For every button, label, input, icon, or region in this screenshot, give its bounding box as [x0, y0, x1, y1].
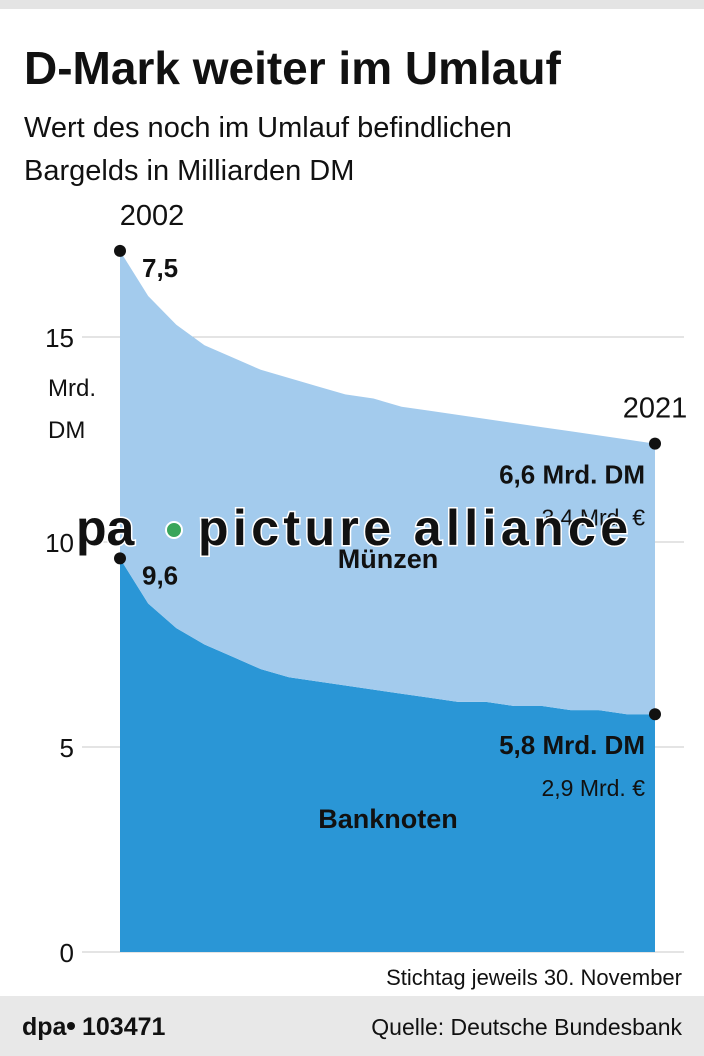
top-bar — [0, 0, 704, 9]
value-label: 9,6 — [142, 560, 178, 590]
note: Stichtag jeweils 30. November — [386, 965, 682, 990]
agency: dpa — [22, 1013, 68, 1041]
y-tick-label: 0 — [60, 938, 74, 968]
data-point — [649, 437, 661, 450]
y-axis-unit: Mrd. — [48, 375, 96, 402]
value-label: 5,8 Mrd. DM — [499, 730, 645, 760]
agency-dot — [67, 1022, 75, 1030]
value-label: 7,5 — [142, 253, 178, 283]
euro-label: 2,9 Mrd. € — [541, 775, 645, 801]
footer-band — [0, 996, 704, 1056]
x-tick-label: 2021 — [623, 393, 688, 425]
graphic-id: 103471 — [82, 1013, 166, 1041]
area — [120, 250, 655, 715]
area — [120, 558, 655, 952]
series-label: Banknoten — [318, 804, 458, 834]
watermark-text: picture alliance — [198, 500, 628, 556]
x-tick-label: 2002 — [120, 200, 185, 232]
data-point — [114, 244, 126, 257]
y-tick-label: 5 — [60, 733, 74, 763]
euro-label: 3,4 Mrd. € — [541, 505, 645, 531]
subtitle: Bargelds in Milliarden DM — [24, 155, 354, 187]
data-point — [649, 708, 661, 721]
y-axis-unit: DM — [48, 417, 85, 444]
source: Quelle: Deutsche Bundesbank — [371, 1014, 682, 1040]
watermark-text: pa — [76, 500, 136, 556]
value-label: 6,6 Mrd. DM — [499, 460, 645, 490]
series-label: Münzen — [338, 544, 439, 574]
watermark: pa picture alliance — [75, 499, 630, 558]
chart-title: D-Mark weiter im Umlauf — [24, 42, 561, 94]
subtitle: Wert des noch im Umlauf befindlichen — [24, 112, 512, 144]
y-tick-label: 10 — [45, 528, 74, 558]
data-point — [114, 552, 126, 565]
watermark-dot — [165, 521, 183, 539]
plot: 0 5 10 15 Mrd. DM 2002 2021 Banknoten Münzen 9,6 5,… — [45, 200, 687, 968]
y-tick-label: 15 — [45, 323, 74, 353]
